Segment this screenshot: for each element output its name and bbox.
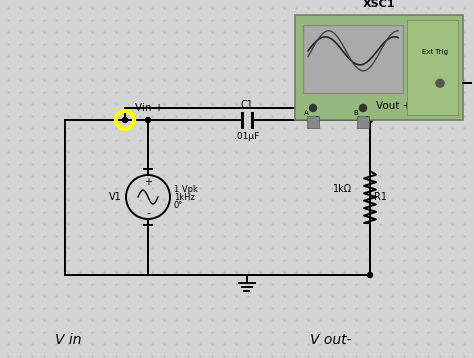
Circle shape xyxy=(146,117,151,122)
Text: B: B xyxy=(354,110,358,116)
Text: Vin +: Vin + xyxy=(135,103,164,113)
FancyBboxPatch shape xyxy=(303,25,403,93)
FancyBboxPatch shape xyxy=(407,20,458,115)
Text: -: - xyxy=(366,113,368,119)
Text: V1: V1 xyxy=(109,192,122,202)
Circle shape xyxy=(359,105,366,111)
Text: Ext Trig: Ext Trig xyxy=(422,49,448,55)
Text: 0°: 0° xyxy=(174,200,183,209)
Text: V out-: V out- xyxy=(310,333,352,347)
Text: 1 Vpk: 1 Vpk xyxy=(174,184,198,194)
Text: V in: V in xyxy=(55,333,82,347)
Circle shape xyxy=(436,79,444,87)
Bar xyxy=(307,116,319,128)
Text: A: A xyxy=(304,110,309,116)
Bar xyxy=(357,116,369,128)
Text: 1kΩ: 1kΩ xyxy=(333,184,352,194)
Circle shape xyxy=(367,117,373,122)
Circle shape xyxy=(122,117,128,122)
Text: +: + xyxy=(144,177,152,187)
Text: -: - xyxy=(316,113,318,119)
Text: XSC1: XSC1 xyxy=(363,0,395,9)
Text: -: - xyxy=(146,208,150,218)
Text: .01μF: .01μF xyxy=(234,132,260,141)
Text: Vout +: Vout + xyxy=(376,101,411,111)
Text: R1: R1 xyxy=(374,192,387,202)
Text: 1kHz: 1kHz xyxy=(174,193,195,202)
Circle shape xyxy=(367,272,373,277)
Text: C1: C1 xyxy=(241,100,254,110)
FancyBboxPatch shape xyxy=(295,15,463,120)
Circle shape xyxy=(310,105,317,111)
